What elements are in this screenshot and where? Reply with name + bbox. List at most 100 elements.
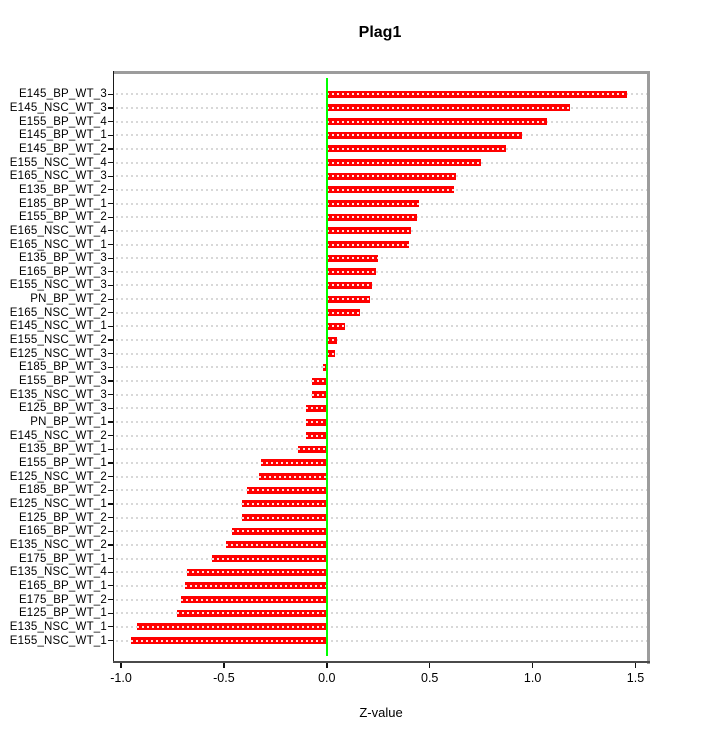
y-tick: [107, 598, 113, 601]
chart-title: Plag1: [358, 24, 402, 41]
grid-line: [115, 639, 647, 642]
y-tick: [107, 435, 113, 437]
grid-line: [115, 366, 647, 369]
y-tick: [107, 134, 113, 136]
y-tick: [107, 544, 113, 546]
grid-line: [115, 571, 647, 574]
bar: [225, 541, 327, 549]
bar-inner-dash: [306, 421, 327, 424]
x-tick-label: -1.0: [110, 671, 132, 685]
bar: [232, 527, 327, 535]
y-tick: [107, 325, 113, 328]
y-tick: [107, 353, 113, 355]
bar: [326, 90, 628, 98]
y-axis-label: E135_NSC_WT_4: [9, 566, 107, 579]
y-axis-label: PN_BP_WT_1: [30, 416, 107, 429]
bar: [326, 350, 336, 358]
bar-inner-dash: [258, 475, 327, 478]
y-tick: [107, 257, 113, 259]
bar-inner-dash: [306, 434, 327, 437]
y-axis-label: E165_BP_WT_1: [18, 579, 107, 592]
bar-inner-dash: [225, 543, 327, 546]
grid-line: [115, 461, 647, 464]
bar-inner-dash: [326, 298, 370, 301]
bar-inner-dash: [326, 243, 410, 246]
bar: [326, 241, 410, 248]
bar-inner-dash: [326, 257, 379, 260]
grid-line: [115, 543, 647, 546]
bar: [326, 172, 457, 180]
bar: [186, 568, 327, 576]
x-axis-title: Z-value: [359, 705, 403, 720]
x-tick: [120, 663, 122, 668]
y-axis-label: E155_BP_WT_3: [18, 375, 107, 388]
grid-line: [115, 516, 647, 519]
x-tick: [223, 663, 225, 668]
y-axis-label: E165_NSC_WT_2: [9, 306, 107, 319]
y-tick: [107, 462, 113, 464]
bar: [326, 200, 420, 208]
bar: [297, 445, 327, 453]
bar-inner-dash: [306, 407, 327, 410]
bar: [242, 500, 327, 508]
y-tick: [107, 557, 113, 560]
y-axis-label: E135_BP_WT_3: [18, 252, 107, 265]
y-tick: [107, 380, 113, 382]
bar: [326, 118, 547, 126]
grid-line: [115, 284, 647, 287]
y-axis-label: E125_NSC_WT_3: [9, 347, 107, 360]
y-tick: [107, 298, 113, 300]
x-tick-label: 0.5: [420, 671, 439, 685]
y-tick: [107, 230, 113, 232]
y-axis-line: [112, 70, 114, 663]
grid-line: [115, 502, 647, 505]
y-tick: [107, 530, 113, 532]
y-axis-label: E135_NSC_WT_1: [9, 620, 107, 633]
y-axis-label: E155_NSC_WT_3: [9, 279, 107, 292]
y-axis-label: E165_NSC_WT_1: [9, 238, 107, 251]
bar-inner-dash: [326, 216, 418, 219]
plot-border-right: [647, 70, 650, 664]
bar-inner-dash: [242, 502, 327, 505]
bar-inner-dash: [246, 489, 327, 492]
y-axis-label: E135_NSC_WT_3: [9, 388, 107, 401]
grid-line: [115, 380, 647, 383]
bar: [326, 295, 370, 303]
bar: [246, 486, 327, 494]
bar-inner-dash: [312, 393, 327, 396]
bar-inner-dash: [326, 229, 412, 232]
y-axis-label: E175_BP_WT_1: [18, 552, 107, 565]
grid-line: [115, 434, 647, 437]
bar: [184, 582, 327, 590]
bar-inner-dash: [260, 461, 327, 464]
bar-inner-dash: [326, 352, 336, 355]
grid-line: [115, 393, 647, 396]
bar: [312, 391, 327, 399]
bar: [326, 104, 570, 112]
x-tick: [531, 663, 534, 668]
y-axis-label: E185_BP_WT_1: [18, 197, 107, 210]
bar: [326, 159, 482, 167]
x-tick-label: -0.5: [213, 671, 235, 685]
x-tick-label: 1.5: [626, 671, 645, 685]
y-tick: [107, 243, 113, 246]
bar: [326, 186, 455, 194]
y-axis-label: E155_NSC_WT_2: [9, 334, 107, 347]
grid-line: [115, 339, 647, 342]
bar-inner-dash: [326, 175, 457, 178]
y-tick: [107, 517, 113, 519]
bar-inner-dash: [186, 571, 327, 574]
bar: [326, 322, 346, 330]
bar-inner-dash: [326, 147, 506, 150]
grid-line: [115, 298, 647, 301]
grid-line: [115, 625, 647, 628]
bar-inner-dash: [137, 625, 327, 628]
bar: [306, 418, 327, 426]
y-axis-label: E125_BP_WT_3: [18, 402, 107, 415]
y-tick: [107, 639, 113, 642]
bar: [326, 336, 338, 344]
bar-inner-dash: [326, 339, 338, 342]
y-axis-label: E145_NSC_WT_2: [9, 429, 107, 442]
bar-inner-dash: [326, 120, 547, 123]
y-axis-label: E135_NSC_WT_2: [9, 538, 107, 551]
